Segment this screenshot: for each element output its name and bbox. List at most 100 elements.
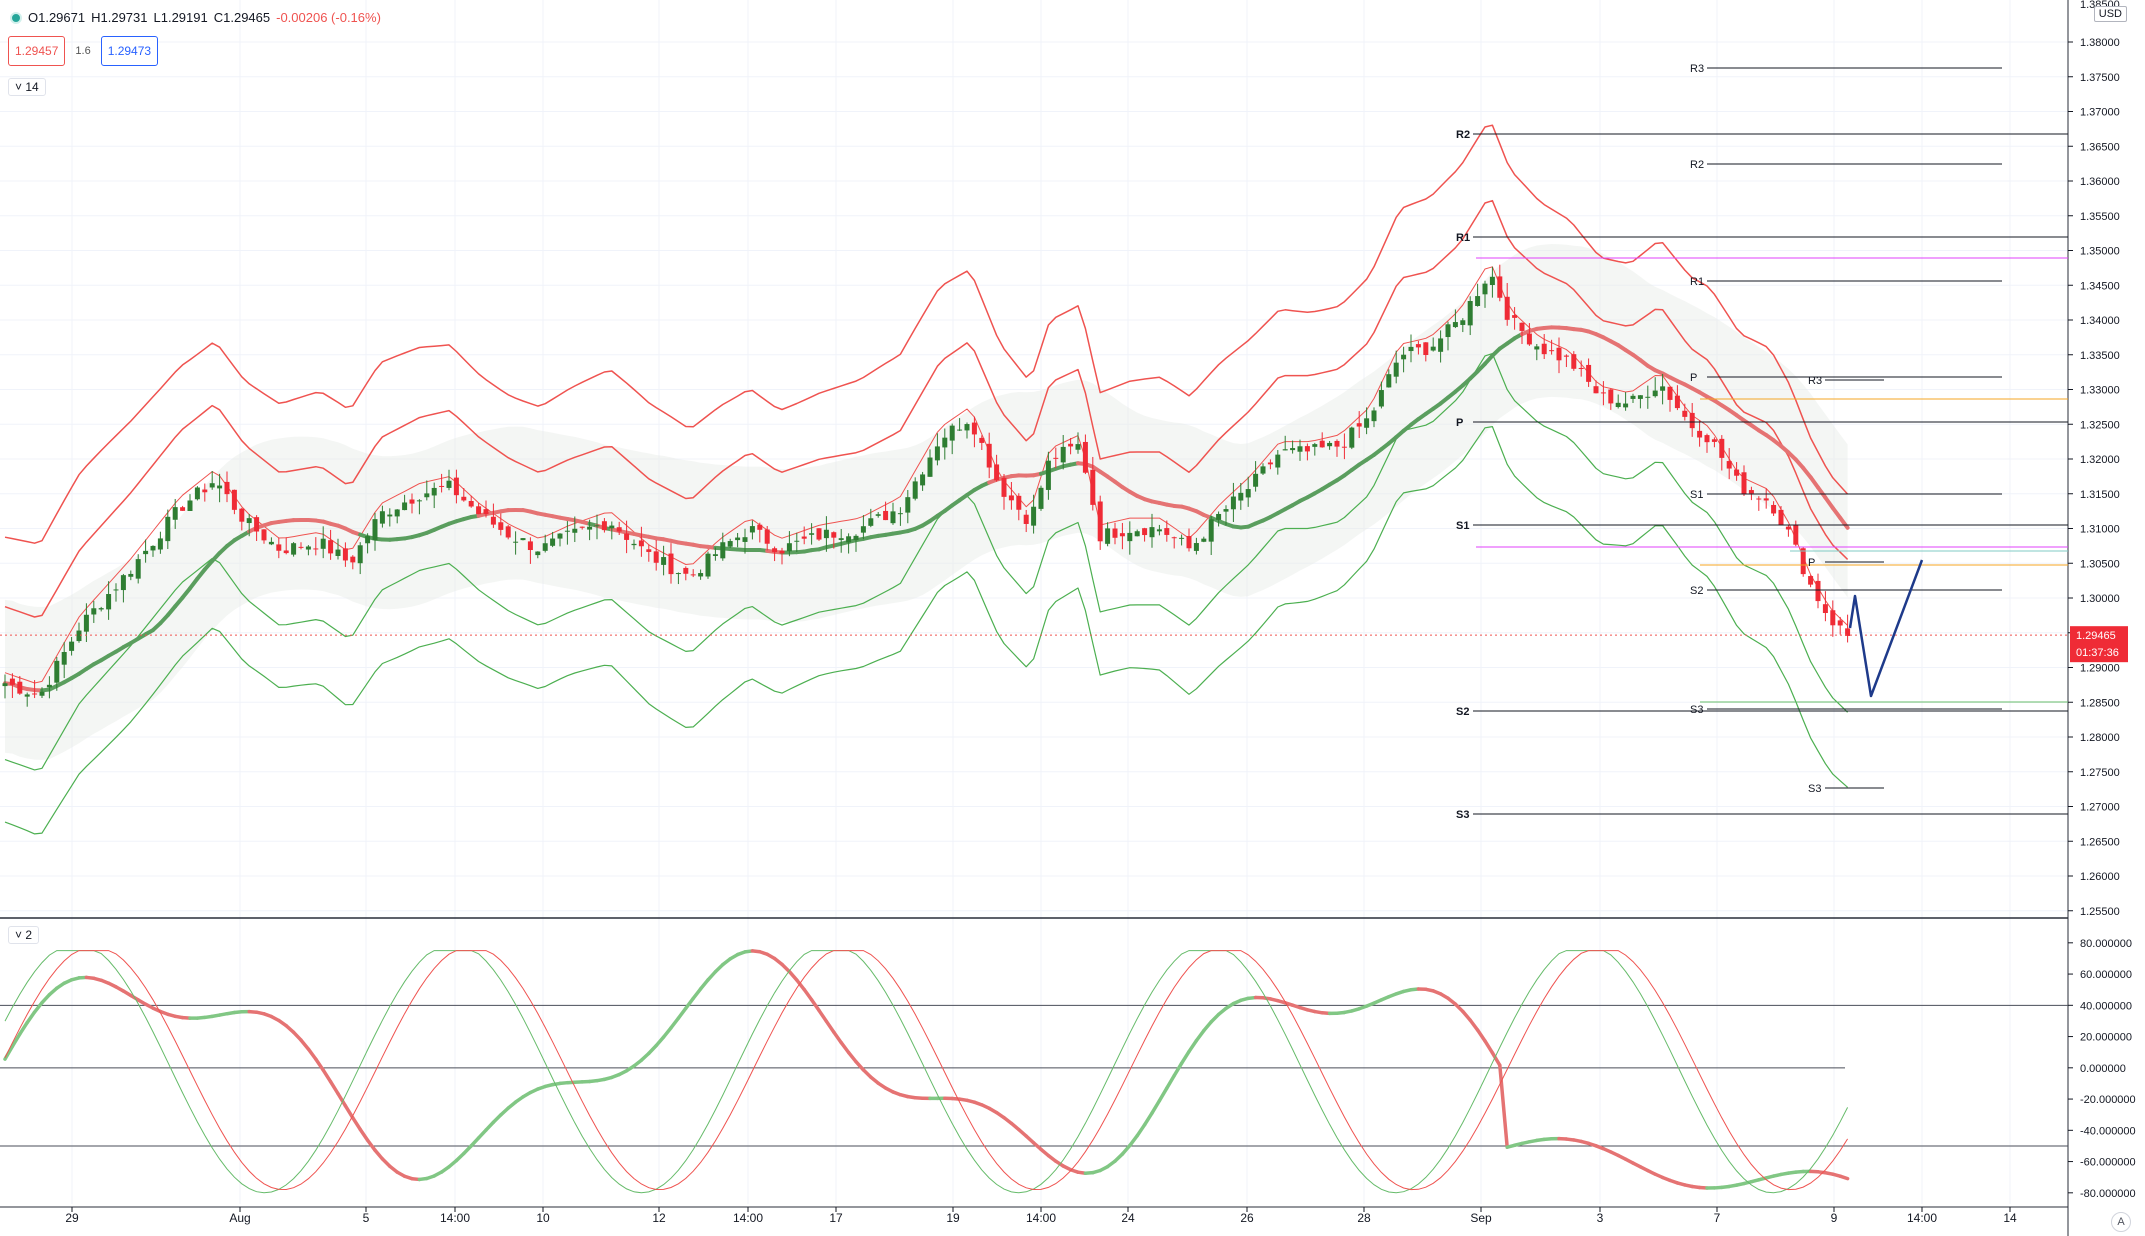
candle-body <box>683 567 689 574</box>
pivot-label: P <box>1456 417 1463 429</box>
candle-body <box>1297 446 1303 452</box>
last-price-badge <box>2070 626 2128 663</box>
candle-body <box>1808 576 1814 585</box>
candle-body <box>1356 423 1362 427</box>
candle-body <box>1793 524 1799 545</box>
candle-body <box>291 543 297 555</box>
candle-body <box>1519 322 1525 331</box>
time-tick-label: 7 <box>1714 1211 1721 1225</box>
oscillator-main-segment <box>854 1059 866 1072</box>
oscillator-main-segment <box>661 1026 673 1039</box>
oscillator-main-segment <box>1461 1009 1472 1022</box>
candle-body <box>268 541 274 545</box>
candle-body <box>823 529 829 539</box>
candle-body <box>357 545 363 564</box>
candle-body <box>1556 347 1562 361</box>
price-tick-label: 1.29000 <box>2080 663 2120 675</box>
time-tick-label: 28 <box>1357 1211 1371 1225</box>
candle-body <box>831 532 837 538</box>
candle-body <box>1112 528 1118 538</box>
candle-body <box>1001 477 1007 497</box>
oscillator-main-segment <box>40 992 52 1005</box>
time-axis: 29 Aug 5 14:00 10 12 14:00 17 19 14:00 24 26 28 Sep 3 7… <box>65 1207 2017 1225</box>
price-tick-label: 1.34500 <box>2080 280 2120 292</box>
candle-body <box>150 545 156 551</box>
trend-ma-segment <box>1808 475 1820 490</box>
oscillator-main-segment <box>10 1032 22 1049</box>
oscillator-pane: 80.000000 60.000000 40.000000 20.000000 0.00… <box>0 938 2136 1200</box>
candle-body <box>1563 355 1569 357</box>
candle-body <box>1837 620 1843 626</box>
oscillator-main-segment <box>1142 1111 1154 1127</box>
projection-path <box>1848 559 1924 698</box>
candle-body <box>32 693 38 695</box>
candle-body <box>409 499 415 504</box>
candle-body <box>254 517 260 532</box>
oscillator-main-segment <box>321 1068 333 1084</box>
candle-body <box>39 691 45 696</box>
candle-body <box>520 538 526 541</box>
candle-body <box>860 526 866 533</box>
candle-body <box>468 500 474 507</box>
candle-body <box>557 533 563 539</box>
price-tick-label: 1.31500 <box>2080 489 2120 501</box>
candle-body <box>328 540 334 554</box>
oscillator-main-segment <box>802 987 814 1002</box>
candle-body <box>476 506 482 515</box>
grid-lines <box>0 0 2068 1204</box>
price-tick-label: 1.36000 <box>2080 176 2120 188</box>
candle-body <box>1216 513 1222 520</box>
candle-body <box>1060 446 1066 463</box>
price-tick-label: 1.33500 <box>2080 350 2120 362</box>
candle-body <box>1097 501 1103 542</box>
oscillator-tick-label: 0.000000 <box>2080 1063 2126 1075</box>
ohlc-close: C1.29465 <box>213 10 271 25</box>
oscillator-tick-label: -60.000000 <box>2080 1157 2136 1169</box>
candle-body <box>668 553 674 575</box>
buy-button[interactable]: 1.29473 <box>100 36 159 66</box>
outer-lower-band <box>4 426 1848 835</box>
oscillator-tick-label: 80.000000 <box>2080 938 2132 950</box>
candle-body <box>261 529 267 541</box>
candle-body <box>875 514 881 516</box>
auto-scale-button[interactable]: A <box>2111 1212 2131 1232</box>
candle-body <box>1401 354 1407 360</box>
trend-ma-segment <box>1823 495 1835 510</box>
candle-body <box>1193 543 1199 551</box>
oscillator-main-segment <box>484 1120 496 1132</box>
candle-body <box>1512 315 1518 318</box>
oscillator-main-segment <box>1498 1063 1509 1149</box>
oscillator-main-segment <box>1157 1086 1169 1103</box>
candle-body <box>1704 435 1710 443</box>
candle-body <box>572 528 578 533</box>
oscillator-main-segment <box>1490 1051 1502 1067</box>
candle-body <box>1201 538 1207 542</box>
candle-body <box>276 544 282 551</box>
candle-body <box>653 551 659 563</box>
indicator-collapse-button[interactable]: ˅ 14 <box>8 78 46 96</box>
pivot-label: R1 <box>1690 276 1704 288</box>
time-tick-label: 14 <box>2003 1211 2017 1225</box>
candle-body <box>1475 296 1481 306</box>
candle-body <box>934 446 940 461</box>
trend-ma-segment <box>1830 505 1843 520</box>
candle-body <box>853 535 859 541</box>
candle-body <box>1504 296 1510 320</box>
price-tick-label: 1.27500 <box>2080 767 2120 779</box>
sell-button[interactable]: 1.29457 <box>8 36 66 66</box>
oscillator-collapse-button[interactable]: ˅ 2 <box>8 926 40 944</box>
candle-body <box>1408 346 1414 352</box>
pivot-label: S1 <box>1456 520 1469 532</box>
candle-body <box>616 527 622 532</box>
time-tick-label: 3 <box>1597 1211 1604 1225</box>
candle-body <box>883 510 889 521</box>
candles <box>2 264 1851 707</box>
candle-body <box>1652 390 1658 397</box>
indicator-count: 14 <box>25 80 39 94</box>
candle-body <box>1726 461 1732 469</box>
time-tick-label: 14:00 <box>1026 1211 1056 1225</box>
candle-body <box>772 548 778 553</box>
pivot-label: S3 <box>1808 783 1821 795</box>
currency-badge[interactable]: USD <box>2093 6 2127 22</box>
